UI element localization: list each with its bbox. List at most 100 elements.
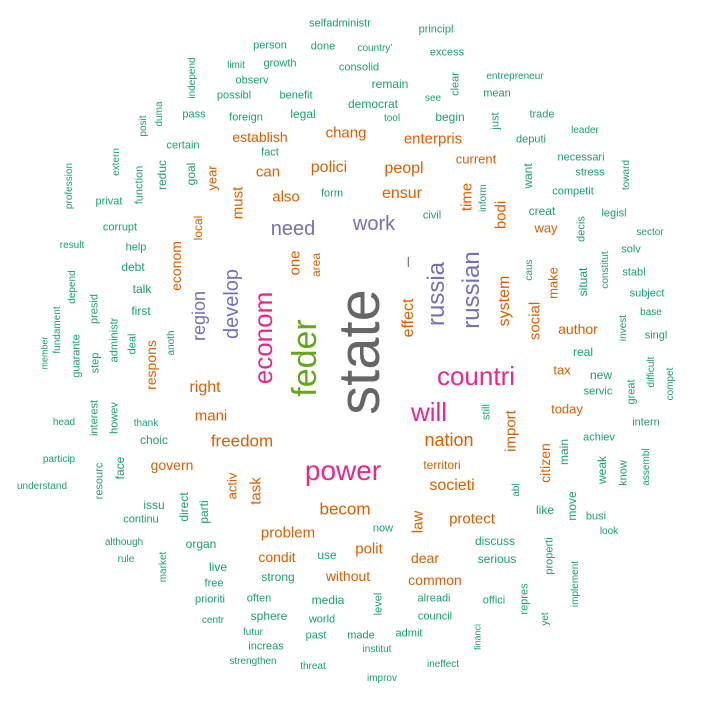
cloud-word: make xyxy=(545,267,561,299)
cloud-word: extern xyxy=(111,148,122,176)
cloud-word: tool xyxy=(383,113,401,124)
cloud-word: econom xyxy=(168,241,184,291)
cloud-word: strong xyxy=(261,570,295,584)
cloud-word: profession xyxy=(64,162,75,210)
cloud-word: base xyxy=(640,307,662,318)
cloud-word: fact xyxy=(261,146,279,159)
cloud-word: institut xyxy=(362,644,392,655)
cloud-word: head xyxy=(52,417,76,428)
cloud-word: pass xyxy=(182,108,206,121)
cloud-word: centr xyxy=(201,615,225,626)
cloud-word: prioriti xyxy=(195,593,225,606)
cloud-word: leader xyxy=(571,125,599,136)
cloud-word: depend xyxy=(67,270,78,304)
cloud-word: toward xyxy=(621,159,632,191)
cloud-word: consolid xyxy=(338,61,380,74)
cloud-word: strengthen xyxy=(229,656,277,667)
cloud-word: stress xyxy=(575,166,605,179)
cloud-word: task xyxy=(247,477,265,505)
cloud-word: observ xyxy=(235,74,269,87)
cloud-word: form xyxy=(321,187,343,200)
cloud-word: foreign xyxy=(229,111,263,124)
cloud-word: growth xyxy=(263,57,297,70)
cloud-word: local xyxy=(191,215,205,241)
cloud-word: remain xyxy=(371,77,409,91)
cloud-word: know xyxy=(617,460,630,486)
cloud-word: particip xyxy=(42,454,76,465)
cloud-word: year xyxy=(204,165,220,191)
cloud-word: reduc xyxy=(155,159,169,191)
cloud-word: russia xyxy=(423,261,450,327)
cloud-word: main xyxy=(557,438,571,466)
cloud-word: chang xyxy=(325,124,367,142)
cloud-word: trade xyxy=(529,108,555,121)
cloud-word: mani xyxy=(194,407,228,425)
cloud-word: council xyxy=(417,610,453,623)
cloud-word: subject xyxy=(629,287,665,300)
cloud-word: move xyxy=(565,491,579,521)
cloud-word: market xyxy=(158,551,169,583)
cloud-word: possibl xyxy=(216,89,252,102)
cloud-word: stabl xyxy=(622,266,646,279)
cloud-word: certain xyxy=(166,139,200,152)
cloud-word: great xyxy=(625,379,638,405)
cloud-word: citizen xyxy=(537,443,553,483)
cloud-word: serious xyxy=(477,552,517,566)
cloud-word: duma xyxy=(154,101,165,127)
cloud-word: want xyxy=(521,163,535,189)
cloud-word: sector xyxy=(636,227,664,238)
cloud-word: way xyxy=(534,220,558,236)
cloud-word: freedom xyxy=(210,431,274,451)
cloud-word: rule xyxy=(117,554,135,565)
cloud-word: talk xyxy=(132,282,152,296)
cloud-word: real xyxy=(572,345,594,359)
cloud-word: power xyxy=(304,455,382,486)
cloud-word: author xyxy=(558,321,598,337)
cloud-word: import xyxy=(502,410,520,452)
cloud-word: common xyxy=(408,572,462,588)
cloud-word: fundament xyxy=(52,306,63,354)
cloud-word: establish xyxy=(232,129,288,145)
cloud-word: properti xyxy=(543,537,556,575)
cloud-word: econom xyxy=(248,291,278,385)
cloud-word: alreadi xyxy=(417,592,451,605)
cloud-word: russian xyxy=(458,251,485,329)
cloud-word: polici xyxy=(310,159,348,176)
cloud-word: clear xyxy=(449,72,462,96)
cloud-word: understand xyxy=(16,481,68,492)
cloud-word: level xyxy=(372,592,385,616)
cloud-word: independ xyxy=(187,57,198,99)
cloud-word: nation xyxy=(424,430,474,450)
cloud-word: member xyxy=(39,336,50,370)
cloud-word: becom xyxy=(319,499,371,519)
cloud-word: live xyxy=(208,560,228,574)
cloud-word: problem xyxy=(260,524,316,542)
cloud-word: today xyxy=(551,401,583,417)
cloud-word: weak xyxy=(595,455,609,485)
cloud-word: deal xyxy=(126,333,139,355)
cloud-word: choic xyxy=(139,433,169,447)
cloud-word: effect xyxy=(400,298,417,338)
cloud-word: legisl xyxy=(601,207,627,220)
cloud-word: limit xyxy=(227,60,245,71)
cloud-word: societi xyxy=(429,477,475,494)
cloud-word: country’ xyxy=(357,43,393,54)
cloud-word: selfadministr xyxy=(309,17,371,30)
cloud-word: look xyxy=(599,526,619,537)
cloud-word: thank xyxy=(133,418,159,429)
cloud-word: protect xyxy=(449,510,495,528)
cloud-word: use xyxy=(317,548,337,562)
cloud-word: ensur xyxy=(381,185,423,202)
cloud-word: made xyxy=(347,629,375,642)
cloud-word: compet xyxy=(665,367,676,401)
cloud-word: direct xyxy=(177,492,191,522)
cloud-word: continu xyxy=(123,513,159,526)
cloud-word: begin xyxy=(435,110,465,124)
cloud-word: develop xyxy=(221,268,243,340)
cloud-word: govern xyxy=(150,457,194,473)
cloud-word: legal xyxy=(290,107,316,121)
cloud-word: will xyxy=(410,397,448,427)
cloud-word: entrepreneur xyxy=(486,71,544,82)
cloud-word: law xyxy=(409,510,427,534)
cloud-word: admit xyxy=(395,627,423,640)
